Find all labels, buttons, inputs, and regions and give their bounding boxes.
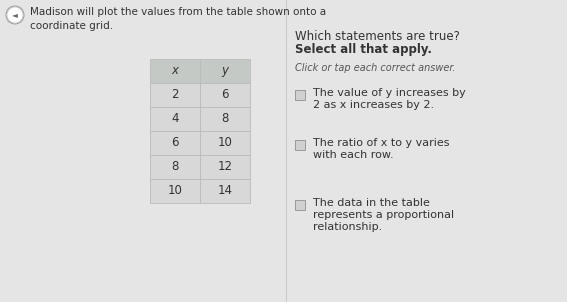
Bar [150, 59, 200, 83]
Text: The value of y increases by: The value of y increases by [313, 88, 466, 98]
Bar [295, 140, 305, 150]
Bar [200, 179, 250, 203]
Text: ◄: ◄ [12, 11, 18, 20]
Bar [295, 90, 305, 100]
Text: Click or tap each correct answer.: Click or tap each correct answer. [295, 63, 455, 73]
Bar [150, 83, 200, 107]
Text: 8: 8 [172, 160, 179, 173]
Text: 4: 4 [171, 112, 179, 125]
Text: 6: 6 [171, 137, 179, 149]
Text: 8: 8 [222, 112, 229, 125]
Text: 6: 6 [222, 88, 229, 101]
Text: x: x [172, 64, 179, 77]
Text: Select all that apply.: Select all that apply. [295, 43, 432, 56]
Bar [150, 131, 200, 155]
Bar [200, 131, 250, 155]
Circle shape [6, 6, 24, 24]
Text: represents a proportional: represents a proportional [313, 210, 454, 220]
Text: with each row.: with each row. [313, 150, 393, 160]
Text: 10: 10 [168, 185, 183, 198]
Bar [200, 155, 250, 179]
Text: 14: 14 [218, 185, 233, 198]
Text: The data in the table: The data in the table [313, 198, 430, 208]
Text: 2 as x increases by 2.: 2 as x increases by 2. [313, 100, 434, 110]
Bar [150, 107, 200, 131]
Bar [150, 155, 200, 179]
Text: 12: 12 [218, 160, 233, 173]
Text: 2: 2 [171, 88, 179, 101]
Bar [200, 59, 250, 83]
Text: y: y [222, 64, 229, 77]
Text: Madison will plot the values from the table shown onto a: Madison will plot the values from the ta… [30, 7, 326, 17]
Bar [200, 83, 250, 107]
Text: The ratio of x to y varies: The ratio of x to y varies [313, 138, 449, 148]
Bar [150, 179, 200, 203]
Bar [200, 107, 250, 131]
Text: relationship.: relationship. [313, 222, 382, 232]
Text: 10: 10 [218, 137, 232, 149]
Bar [295, 200, 305, 210]
Text: Which statements are true?: Which statements are true? [295, 30, 460, 43]
Text: coordinate grid.: coordinate grid. [30, 21, 113, 31]
